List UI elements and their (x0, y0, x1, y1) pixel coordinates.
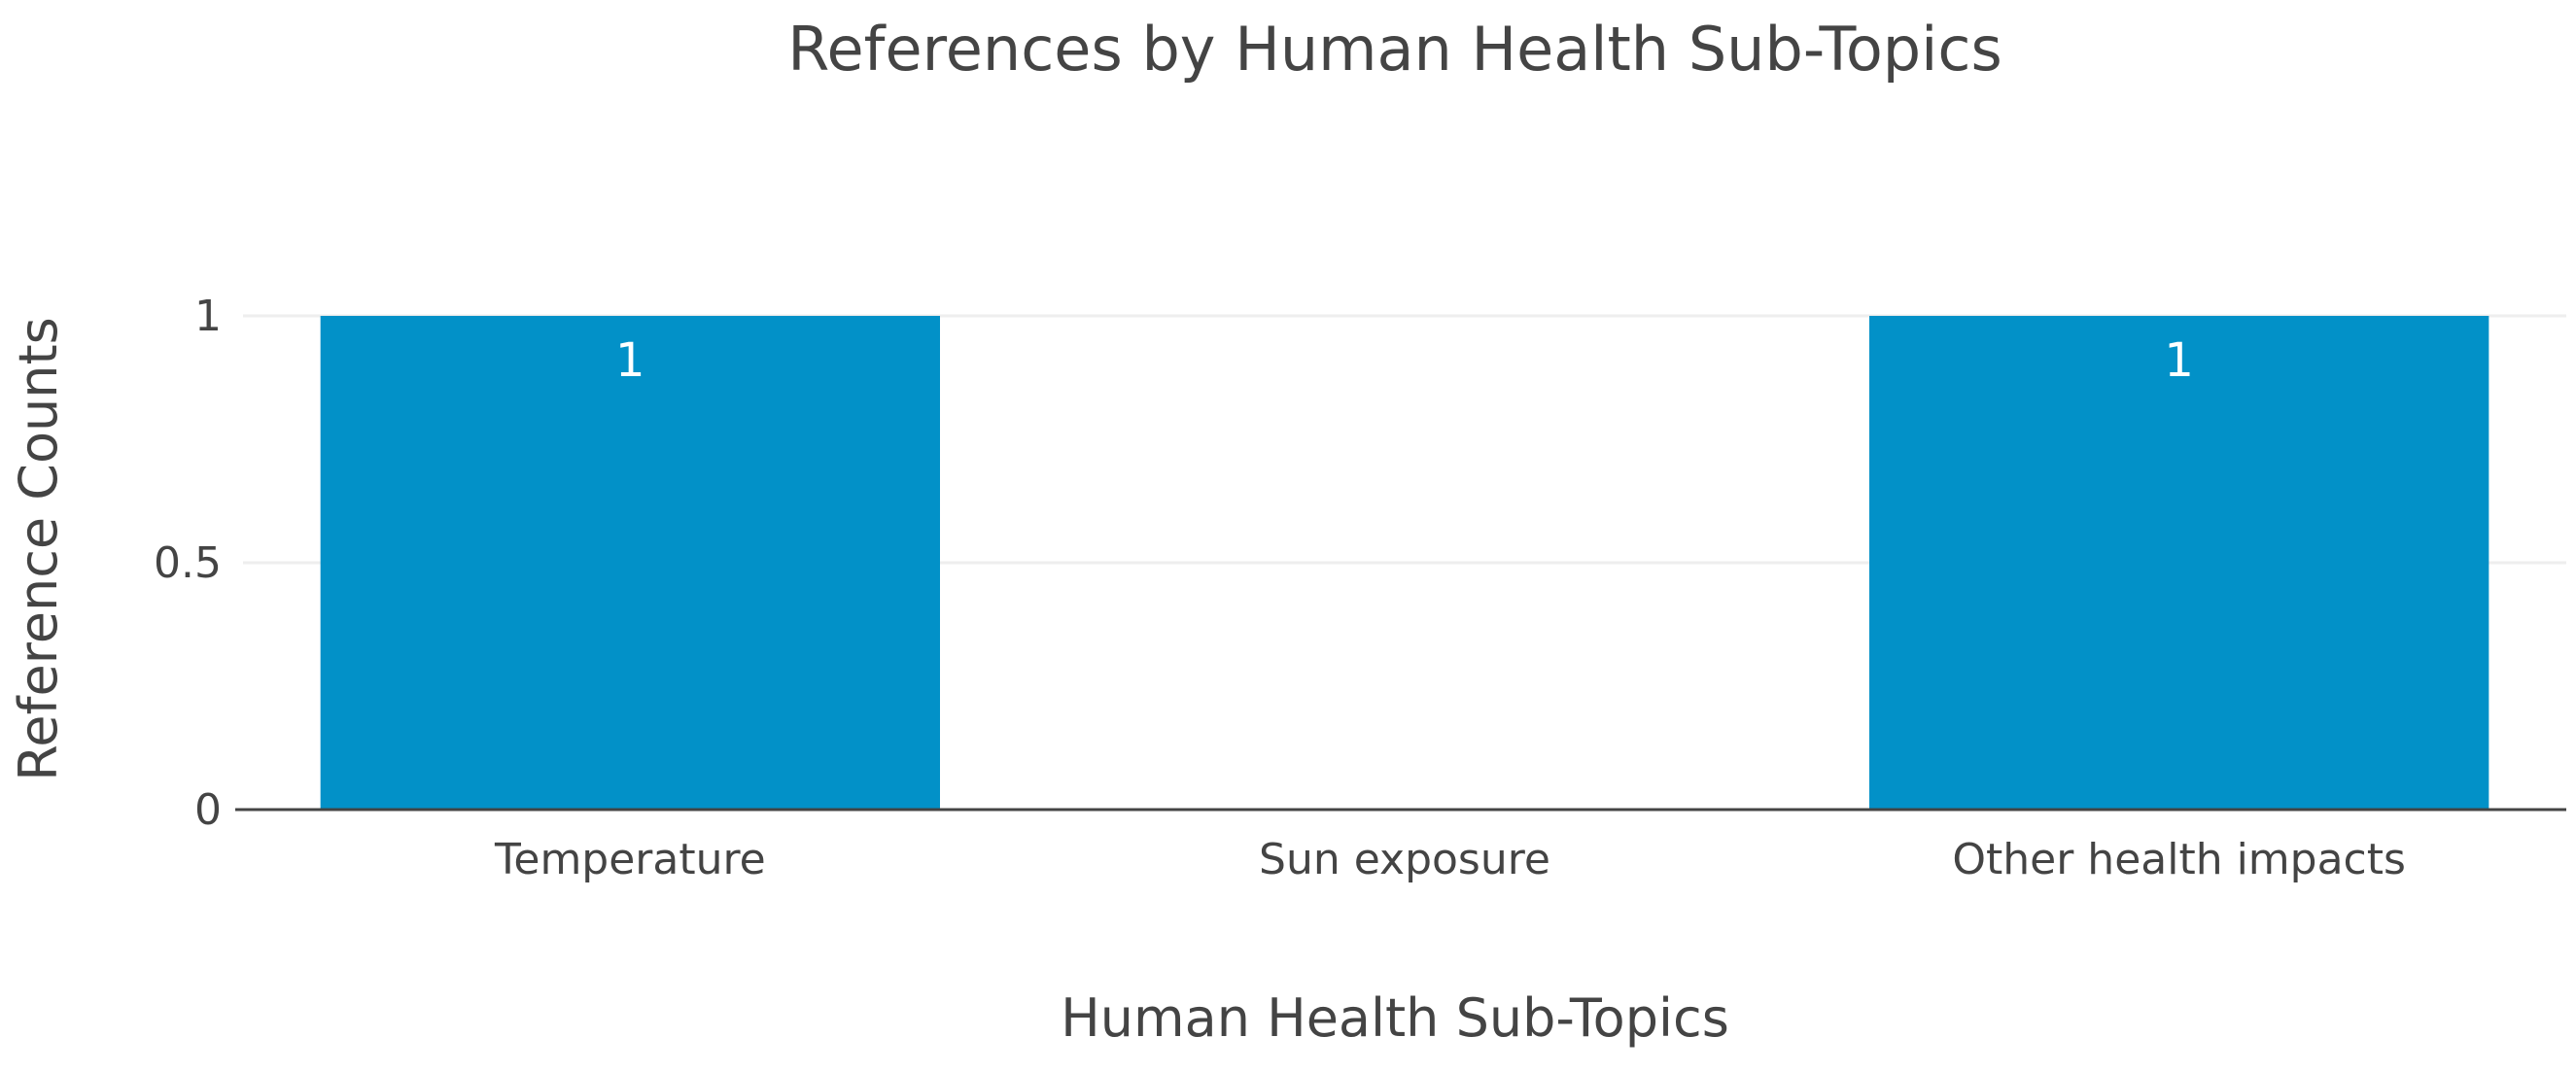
y-axis-title: Reference Counts (8, 317, 69, 781)
bar-value-label: 1 (615, 333, 645, 388)
bars (320, 316, 2489, 810)
y-tick-label: 0.5 (154, 538, 222, 588)
bar (320, 316, 941, 810)
bar (1869, 316, 2489, 810)
x-axis-ticks: Temperature Sun exposure Other health impa… (494, 835, 2406, 884)
x-tick-label: Other health impacts (1952, 835, 2406, 884)
y-axis-ticks: 00.51 (154, 292, 222, 835)
y-tick-label: 0 (194, 785, 222, 835)
bar-value-label: 1 (2164, 333, 2194, 388)
x-tick-label: Temperature (494, 835, 766, 884)
x-axis-title: Human Health Sub-Topics (1061, 987, 1729, 1049)
y-tick-label: 1 (194, 292, 222, 341)
x-tick-label: Sun exposure (1259, 835, 1550, 884)
chart-title: References by Human Health Sub-Topics (787, 14, 2002, 85)
